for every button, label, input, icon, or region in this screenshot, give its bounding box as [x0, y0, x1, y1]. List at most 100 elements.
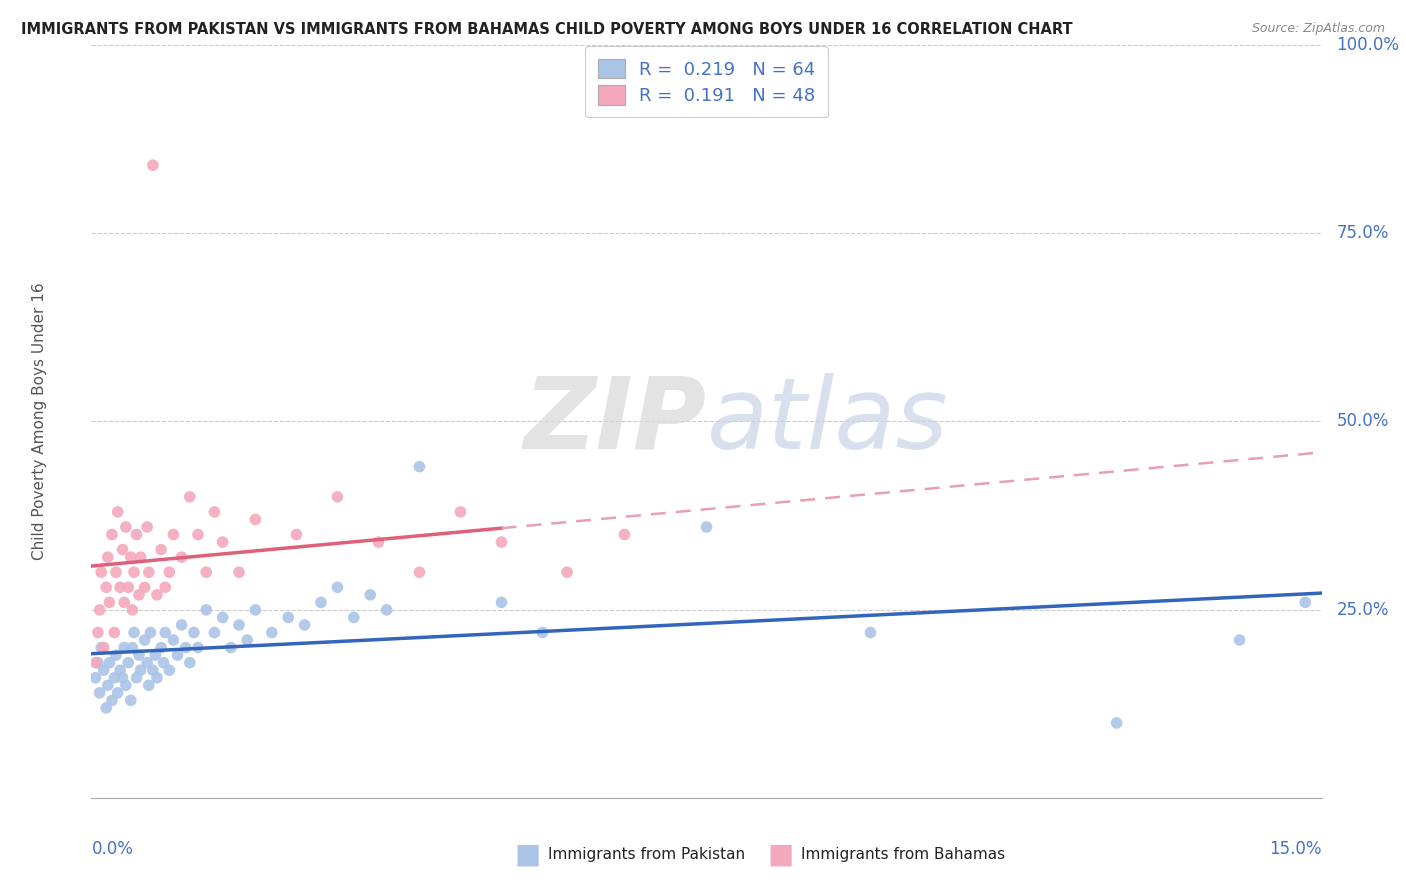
- Text: 50.0%: 50.0%: [1336, 412, 1389, 431]
- Text: Source: ZipAtlas.com: Source: ZipAtlas.com: [1251, 22, 1385, 36]
- Point: [145, 648, 166, 662]
- Point: [228, 566, 250, 580]
- Point: [105, 648, 127, 662]
- Point: [375, 603, 398, 617]
- Point: [112, 595, 135, 609]
- Point: [211, 535, 233, 549]
- Point: [179, 656, 201, 670]
- Point: [1105, 715, 1128, 730]
- Point: [107, 686, 129, 700]
- Point: [195, 566, 218, 580]
- Point: [134, 580, 156, 594]
- Point: [179, 490, 201, 504]
- Point: [138, 566, 160, 580]
- Point: [111, 671, 134, 685]
- Point: [531, 625, 554, 640]
- Point: [228, 618, 250, 632]
- Point: [136, 520, 159, 534]
- Point: [125, 671, 148, 685]
- Point: [187, 640, 209, 655]
- Point: [343, 610, 366, 624]
- Text: ■: ■: [515, 840, 540, 869]
- Point: [555, 566, 578, 580]
- Point: [211, 610, 233, 624]
- Point: [122, 566, 145, 580]
- Point: [84, 656, 107, 670]
- Point: [183, 625, 205, 640]
- Point: [139, 625, 162, 640]
- Point: [120, 550, 142, 565]
- Point: [170, 618, 193, 632]
- Point: [107, 505, 129, 519]
- Point: [142, 158, 165, 172]
- Point: [103, 671, 125, 685]
- Point: [162, 527, 184, 541]
- Point: [122, 625, 145, 640]
- Text: 0.0%: 0.0%: [91, 839, 134, 858]
- Point: [449, 505, 471, 519]
- Point: [121, 603, 143, 617]
- Point: [121, 640, 143, 655]
- Text: 75.0%: 75.0%: [1336, 224, 1389, 242]
- Point: [613, 527, 636, 541]
- Point: [277, 610, 299, 624]
- Point: [93, 640, 115, 655]
- Point: [117, 656, 139, 670]
- Point: [187, 527, 209, 541]
- Point: [326, 580, 349, 594]
- Point: [120, 693, 142, 707]
- Point: [152, 656, 174, 670]
- Point: [87, 656, 110, 670]
- Point: [150, 542, 173, 557]
- Text: Child Poverty Among Boys Under 16: Child Poverty Among Boys Under 16: [32, 283, 48, 560]
- Text: ■: ■: [768, 840, 793, 869]
- Text: IMMIGRANTS FROM PAKISTAN VS IMMIGRANTS FROM BAHAMAS CHILD POVERTY AMONG BOYS UND: IMMIGRANTS FROM PAKISTAN VS IMMIGRANTS F…: [21, 22, 1073, 37]
- Text: ZIP: ZIP: [523, 373, 706, 470]
- Point: [101, 527, 124, 541]
- Point: [98, 595, 121, 609]
- Point: [93, 663, 115, 677]
- Point: [202, 505, 225, 519]
- Text: 25.0%: 25.0%: [1336, 601, 1389, 619]
- Point: [125, 527, 148, 541]
- Point: [1229, 633, 1251, 648]
- Point: [695, 520, 717, 534]
- Point: [84, 671, 107, 685]
- Point: [219, 640, 242, 655]
- Point: [166, 648, 188, 662]
- Point: [408, 459, 430, 474]
- Point: [326, 490, 349, 504]
- Point: [117, 580, 139, 594]
- Text: Immigrants from Pakistan: Immigrants from Pakistan: [548, 847, 745, 862]
- Legend: R =  0.219   N = 64, R =  0.191   N = 48: R = 0.219 N = 64, R = 0.191 N = 48: [585, 46, 828, 118]
- Point: [101, 693, 124, 707]
- Point: [202, 625, 225, 640]
- Point: [294, 618, 316, 632]
- Point: [89, 686, 111, 700]
- Point: [112, 640, 135, 655]
- Point: [114, 678, 138, 692]
- Text: Immigrants from Bahamas: Immigrants from Bahamas: [801, 847, 1005, 862]
- Point: [309, 595, 332, 609]
- Point: [129, 663, 152, 677]
- Point: [153, 580, 177, 594]
- Text: 100.0%: 100.0%: [1336, 36, 1399, 54]
- Point: [105, 566, 127, 580]
- Point: [170, 550, 193, 565]
- Point: [96, 580, 117, 594]
- Point: [146, 671, 169, 685]
- Point: [491, 535, 513, 549]
- Point: [146, 588, 169, 602]
- Point: [129, 550, 152, 565]
- Point: [260, 625, 283, 640]
- Point: [90, 566, 112, 580]
- Point: [491, 595, 513, 609]
- Point: [142, 663, 165, 677]
- Point: [408, 566, 430, 580]
- Point: [108, 580, 131, 594]
- Point: [136, 656, 159, 670]
- Point: [157, 566, 180, 580]
- Point: [98, 656, 121, 670]
- Point: [111, 542, 134, 557]
- Point: [128, 648, 150, 662]
